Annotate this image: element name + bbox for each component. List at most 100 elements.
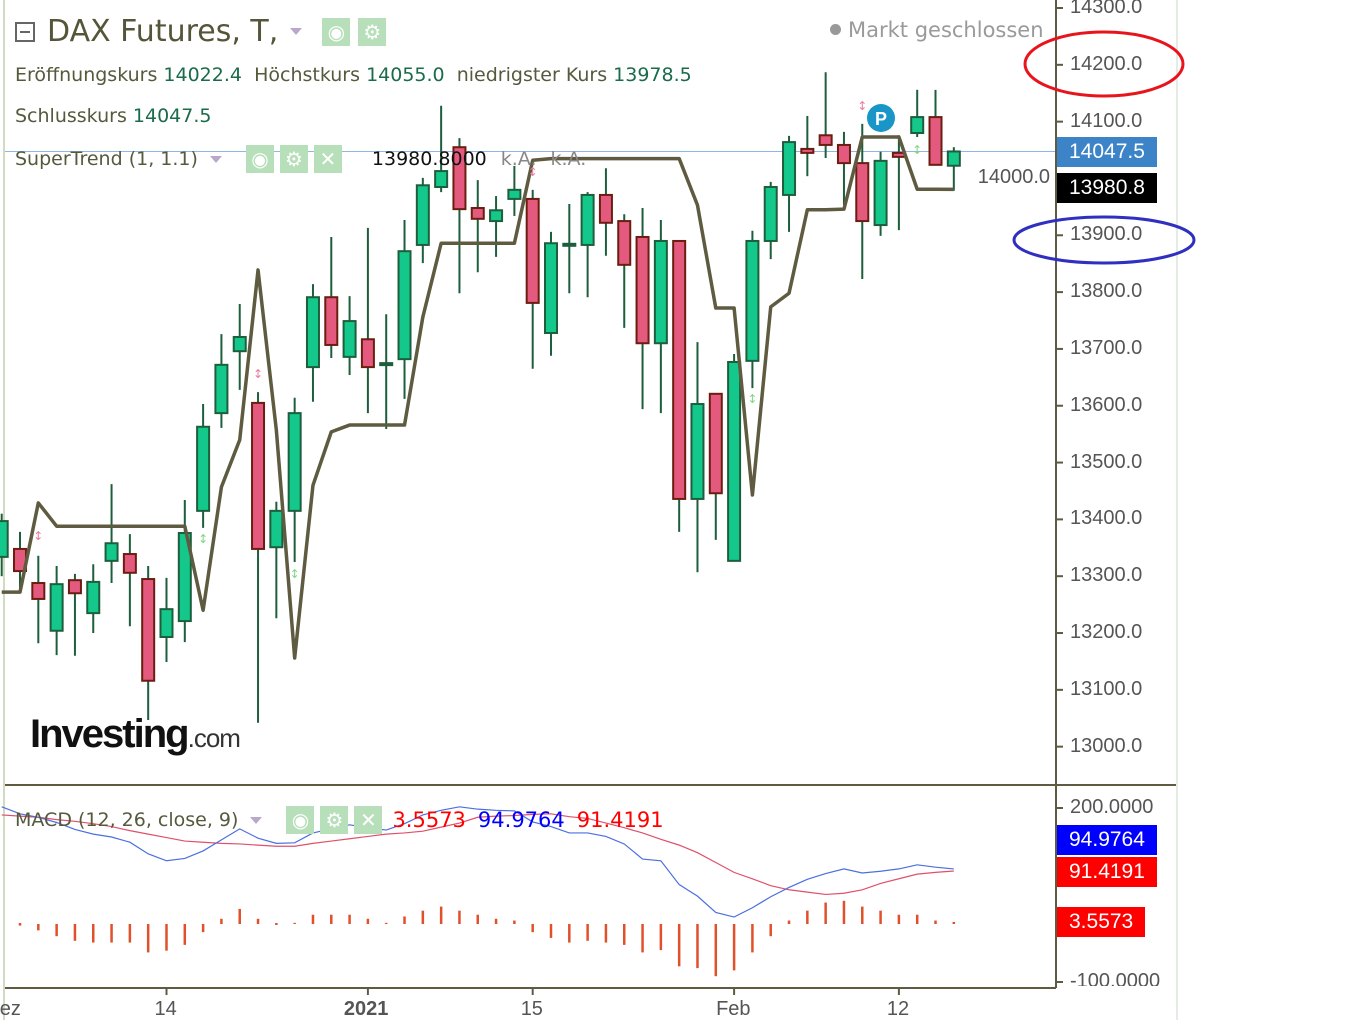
signal-arrow-icon: ↕ (253, 367, 263, 381)
candle-down (360, 338, 375, 369)
macd-axis-label: 94.9764 (1057, 825, 1157, 855)
candle-up (379, 362, 394, 367)
macd-value: 94.9764 (477, 808, 565, 832)
candle-down (141, 578, 156, 682)
eye-icon[interactable]: ◉ (322, 17, 351, 46)
candle-down (251, 401, 266, 550)
signal-arrow-icon: ↕ (198, 532, 208, 546)
open-label: Eröffnungskurs (15, 64, 158, 86)
price-axis-label: 13400.0 (1070, 507, 1143, 530)
candle-up (342, 320, 357, 358)
signal-line (1, 813, 954, 896)
dropdown-caret-icon[interactable] (250, 816, 263, 824)
price-axis-label: 13900.0 (1070, 223, 1143, 246)
ohlc-legend: Eröffnungskurs 14022.4 Höchstkurs 14055.… (15, 64, 692, 86)
candle-up (562, 242, 577, 247)
candle-up (0, 520, 9, 558)
supertrend-value: 13980.8000 (371, 148, 487, 170)
time-axis-label: 2021 (343, 998, 389, 1020)
candle-down (855, 162, 870, 223)
red-ellipse-annotation (1023, 30, 1185, 98)
candle-up (782, 141, 797, 196)
macd-signal-value: 91.4191 (576, 808, 664, 832)
signal-arrow-icon: ↕ (33, 529, 43, 543)
macd-hist-value: 3.5573 (392, 808, 466, 832)
p-badge-icon[interactable]: P (867, 104, 895, 132)
candle-up (232, 335, 247, 353)
price-axis-label: 13300.0 (1070, 564, 1143, 587)
supertrend-price-label: 13980.8 (1057, 173, 1157, 203)
candle-up (269, 509, 284, 549)
price-axis-label: 13600.0 (1070, 393, 1143, 416)
candle-down (452, 146, 467, 211)
candle-down (31, 582, 46, 600)
candle-down (818, 134, 833, 146)
candle-down (800, 147, 815, 154)
p-badge-text: P (875, 109, 887, 129)
candle-up (104, 542, 119, 562)
price-axis-label: 14300.0 (1070, 0, 1143, 18)
macd-axis-label: -100.0000 (1070, 970, 1161, 986)
collapse-icon[interactable] (15, 21, 35, 42)
price-axis-label: 13800.0 (1070, 280, 1143, 303)
candle-down (470, 207, 485, 220)
candle-up (415, 184, 430, 246)
eye-icon[interactable]: ◉ (245, 145, 274, 173)
low-value: 13978.5 (613, 64, 692, 86)
candle-up (489, 209, 504, 223)
macd-pane (1, 806, 1063, 995)
last-price-label: 14047.5 (1057, 137, 1157, 167)
gear-icon[interactable]: ⚙ (358, 17, 387, 46)
close-legend: Schlusskurs 14047.5 (15, 105, 211, 127)
low-label: niedrigster Kurs (456, 64, 608, 86)
logo-suffix: .com (187, 723, 241, 753)
signal-axis-label: 91.4191 (1057, 857, 1157, 887)
signal-arrow-icon: ↕ (747, 392, 757, 406)
supertrend-label: SuperTrend (1, 1.1) (15, 148, 198, 170)
price-axis-label: 13100.0 (1070, 677, 1143, 700)
candle-up (544, 242, 558, 335)
price-axis-label: 13500.0 (1070, 450, 1143, 473)
close-icon[interactable]: ✕ (313, 145, 342, 173)
candle-up (745, 239, 760, 362)
candle-down (708, 392, 723, 495)
close-value: 14047.5 (132, 105, 212, 127)
macd-legend: MACD (12, 26, close, 9) ◉ ⚙ ✕ 3.5573 94.… (15, 806, 664, 834)
gear-icon[interactable]: ⚙ (320, 806, 349, 834)
status-dot-icon (830, 24, 841, 35)
supertrend-na-1: k.A. (500, 148, 537, 170)
chart-title-bar: DAX Futures, T, ◉ ⚙ (15, 14, 387, 49)
candle-up (946, 150, 961, 167)
candle-up (507, 188, 522, 200)
time-axis-label: 15 (520, 998, 543, 1020)
close-label: Schlusskurs (15, 105, 127, 127)
candle-down (67, 579, 82, 595)
time-axis-label: 14 (154, 998, 177, 1020)
price-axis-label: 14000.0 (977, 166, 1050, 189)
price-axis-label: 13700.0 (1070, 336, 1143, 359)
eye-icon[interactable]: ◉ (286, 806, 315, 834)
market-status: Markt geschlossen (830, 18, 1044, 42)
time-axis-label: Feb (716, 998, 751, 1020)
candle-up (49, 583, 64, 632)
candle-down (324, 296, 339, 346)
candle-up (727, 360, 742, 562)
candle-down (598, 193, 613, 224)
close-icon[interactable]: ✕ (354, 806, 383, 834)
candle-up (196, 425, 211, 512)
blue-ellipse-annotation (1012, 215, 1196, 265)
candle-up (763, 185, 778, 242)
gear-icon[interactable]: ⚙ (279, 145, 308, 173)
supertrend-legend: SuperTrend (1, 1.1) ◉ ⚙ ✕ 13980.8000 k.A… (15, 145, 586, 173)
logo-text: Investing (30, 712, 190, 756)
dropdown-caret-icon[interactable] (290, 28, 303, 35)
macd-line (1, 806, 954, 918)
signal-arrow-icon: ↕ (912, 143, 922, 157)
time-axis-label: 12 (886, 998, 910, 1020)
dropdown-caret-icon[interactable] (209, 155, 222, 163)
macd-label: MACD (12, 26, close, 9) (15, 809, 239, 831)
price-pane: ↕ ↕ ↕ ↕ ↕ ↕ ↕ ↕ (0, 7, 1063, 748)
signal-arrow-icon: ↕ (528, 165, 538, 179)
candle-up (86, 580, 101, 615)
